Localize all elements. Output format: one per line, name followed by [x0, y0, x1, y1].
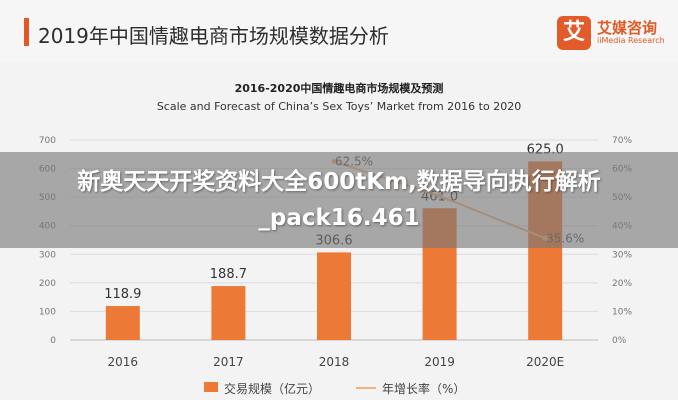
banner-text: 新奥天天开奖资料大全600tKm,数据导向执行解析_pack16.461	[77, 169, 601, 231]
y-tick-left: 700	[39, 136, 56, 146]
y-tick-left: 0	[50, 336, 56, 346]
overlay-banner: 新奥天天开奖资料大全600tKm,数据导向执行解析_pack16.461	[0, 152, 678, 248]
x-tick-label: 2019	[424, 355, 455, 369]
logo: 艾 艾媒咨询 iiMedia Research	[557, 16, 667, 52]
y-tick-right: 20%	[612, 279, 632, 289]
y-tick-left: 100	[39, 307, 56, 317]
legend-label-line: 年增长率（%）	[382, 382, 466, 396]
legend-swatch-line	[356, 387, 376, 389]
legend: 交易规模（亿元） 年增长率（%）	[204, 380, 504, 396]
x-tick-label: 2016	[108, 355, 139, 369]
y-tick-left: 200	[39, 279, 56, 289]
x-tick-label: 2020E	[526, 355, 564, 369]
y-tick-left: 300	[39, 250, 56, 260]
legend-label-bar: 交易规模（亿元）	[224, 382, 321, 396]
logo-subtitle: iiMedia Research	[597, 36, 665, 45]
page-title: 2019年中国情趣电商市场规模数据分析	[38, 24, 389, 48]
x-tick-label: 2018	[319, 355, 350, 369]
chart-subtitle: Scale and Forecast of China’s Sex Toys’ …	[156, 100, 522, 113]
x-tick-label: 2017	[213, 355, 244, 369]
y-tick-right: 30%	[612, 250, 632, 260]
chart-title: 2016-2020中国情趣电商市场规模及预测	[234, 82, 444, 95]
title-accent	[24, 18, 29, 46]
legend-swatch-bar	[204, 382, 218, 392]
y-tick-right: 10%	[612, 307, 632, 317]
bar-value-label: 118.9	[104, 287, 141, 302]
y-tick-right: 70%	[612, 136, 632, 146]
bar	[211, 286, 246, 340]
header: 2019年中国情趣电商市场规模数据分析 艾 艾媒咨询 iiMedia Resea…	[0, 0, 678, 62]
bar-value-label: 188.7	[210, 267, 247, 282]
bar	[105, 306, 140, 340]
logo-icon: 艾	[557, 16, 591, 50]
y-tick-right: 0%	[612, 336, 627, 346]
logo-name: 艾媒咨询	[597, 19, 658, 37]
bar	[317, 252, 351, 340]
